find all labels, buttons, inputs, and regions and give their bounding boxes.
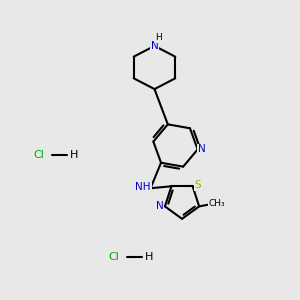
Text: H: H xyxy=(70,149,79,160)
Text: H: H xyxy=(155,33,161,42)
Text: CH₃: CH₃ xyxy=(209,199,226,208)
Text: N: N xyxy=(198,144,206,154)
Text: N: N xyxy=(151,41,158,51)
Text: NH: NH xyxy=(135,182,151,192)
Text: S: S xyxy=(195,180,201,190)
Text: H: H xyxy=(145,251,154,262)
Text: N: N xyxy=(156,201,164,212)
Text: Cl: Cl xyxy=(33,149,44,160)
Text: Cl: Cl xyxy=(108,251,119,262)
